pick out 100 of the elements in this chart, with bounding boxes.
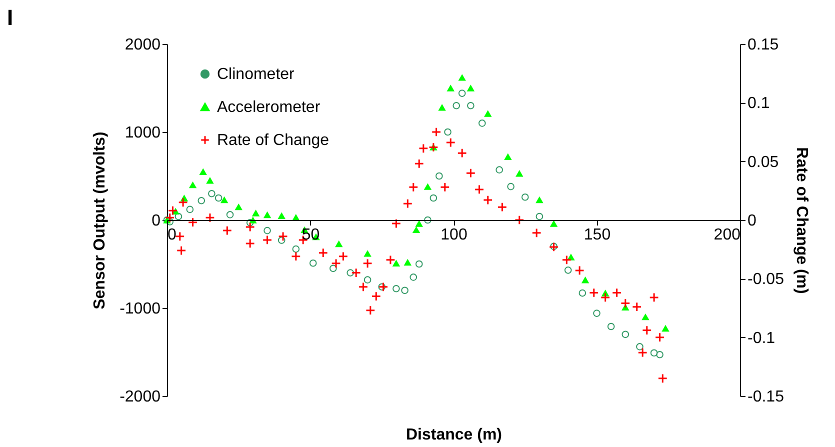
point (245, 222, 256, 232)
point (654, 332, 665, 342)
point (656, 350, 664, 358)
point (208, 190, 216, 198)
point (484, 110, 492, 117)
point (431, 127, 442, 137)
legend-label: Clinometer (217, 66, 296, 83)
point (188, 217, 198, 228)
point (662, 324, 670, 332)
point (391, 218, 402, 228)
point (401, 286, 408, 294)
point (371, 291, 382, 302)
point (176, 246, 186, 256)
point (338, 251, 348, 262)
point (392, 284, 400, 292)
point (220, 196, 228, 204)
point (474, 184, 484, 194)
x-tick-label: 150 (584, 226, 611, 244)
point (536, 212, 544, 220)
point (562, 254, 572, 265)
point (642, 325, 652, 336)
point (424, 183, 432, 190)
x-axis-title: Distance (m) (406, 426, 502, 444)
point (440, 182, 450, 192)
point (174, 212, 182, 220)
point (414, 158, 424, 169)
point (564, 266, 572, 274)
point (164, 212, 175, 223)
point (418, 143, 428, 154)
point (438, 104, 446, 111)
point (292, 245, 300, 253)
point (497, 202, 508, 212)
point (351, 268, 362, 278)
point (658, 373, 668, 384)
point (430, 194, 438, 202)
point (504, 153, 512, 160)
point (188, 181, 197, 188)
point (466, 84, 475, 92)
point (198, 196, 206, 204)
point (252, 210, 260, 216)
point (365, 305, 376, 316)
point (578, 289, 586, 297)
point (446, 138, 456, 148)
point (636, 343, 644, 350)
point (496, 166, 503, 174)
point (642, 313, 650, 320)
point (622, 330, 630, 338)
point (226, 211, 234, 218)
point (593, 310, 600, 317)
point (264, 226, 271, 234)
x-tick-label: 0 (168, 226, 176, 244)
point (466, 168, 476, 178)
point (290, 251, 301, 262)
y2-tick-label: 0.05 (748, 154, 779, 171)
y2-tick-label: 0 (748, 212, 756, 230)
point (458, 74, 466, 81)
point (378, 282, 388, 292)
point (386, 254, 396, 265)
legend-label: Rate of Change (217, 132, 330, 149)
point (424, 216, 432, 224)
point (178, 197, 188, 208)
point (521, 193, 529, 201)
point (532, 228, 542, 238)
y-tick-label: 0 (152, 212, 161, 230)
point (214, 194, 222, 202)
point (649, 292, 659, 302)
y2-tick-label: 0.1 (748, 95, 770, 112)
point (444, 128, 452, 136)
y-tick-label: -1000 (120, 300, 161, 318)
point (335, 240, 343, 248)
y-tick-label: -2000 (120, 388, 161, 406)
y2-tick-label: -0.15 (748, 388, 784, 406)
point (550, 220, 558, 227)
point (318, 248, 328, 258)
point (222, 226, 232, 236)
y-axis-title: Sensor Output (mvolts) (92, 132, 109, 310)
point (378, 283, 386, 291)
point (458, 90, 466, 97)
y-tick-label: 1000 (124, 124, 161, 142)
point (246, 218, 254, 226)
point (412, 226, 420, 234)
point (436, 172, 443, 180)
point (234, 203, 242, 210)
y2-tick-label: -0.05 (748, 271, 784, 288)
point (600, 292, 610, 302)
point (612, 288, 622, 298)
point (650, 349, 658, 357)
point (478, 120, 486, 127)
point (278, 231, 288, 242)
point (638, 348, 648, 358)
point (392, 260, 400, 266)
point (364, 250, 372, 257)
point (607, 322, 615, 330)
point (362, 258, 372, 268)
y-tick-label: 2000 (124, 36, 161, 54)
point (536, 196, 544, 204)
point (467, 102, 474, 110)
point (168, 206, 178, 216)
point (408, 182, 418, 192)
point (186, 206, 194, 214)
